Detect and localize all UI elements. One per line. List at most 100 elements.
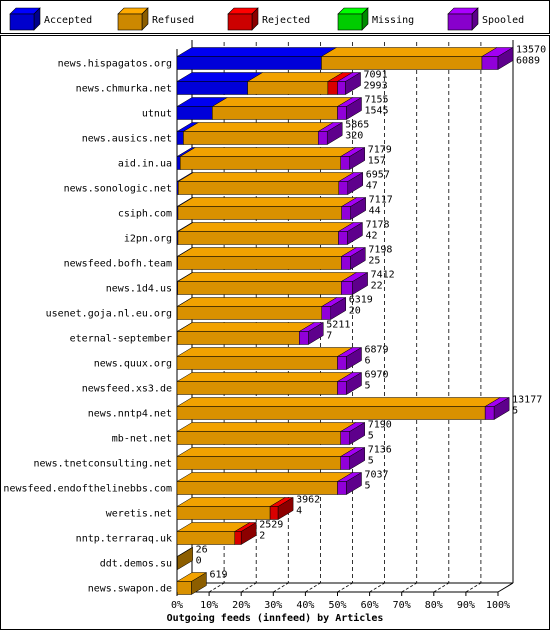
accepted-count: 6089	[516, 56, 540, 67]
legend-swatch-spooled	[447, 7, 479, 31]
offered-count: 619	[209, 570, 227, 581]
bar-segment-accepted	[176, 72, 264, 95]
x-tick-label: 40%	[296, 600, 314, 611]
accepted-count: 5	[364, 381, 370, 392]
x-tick-label: 80%	[425, 600, 443, 611]
x-tick-label: 10%	[200, 600, 218, 611]
accepted-count: 5	[368, 431, 374, 442]
offered-count: 7136	[368, 445, 392, 456]
bar-end-face	[493, 397, 510, 420]
bar-end-face	[346, 472, 362, 495]
offered-count: 3962	[296, 495, 320, 506]
legend-swatch-rejected	[227, 7, 259, 31]
category-labels: news.hispagatos.org news.chmurka.net utnut…	[3, 59, 172, 595]
bar-segment-refused	[176, 447, 357, 470]
accepted-count: 6	[364, 356, 370, 367]
accepted-count: 320	[345, 131, 363, 142]
offered-count: 6319	[349, 295, 373, 306]
offered-count: 2529	[259, 520, 283, 531]
bar-segment-spooled	[481, 47, 514, 70]
bar-segment-spooled	[336, 347, 363, 370]
bar-segment-refused	[176, 422, 357, 445]
bar-segment-accepted	[176, 97, 229, 120]
bar-news-quux-org	[176, 347, 363, 370]
offered-count: 6970	[364, 370, 388, 381]
bar-news-ausics-net	[176, 122, 344, 145]
bar-end-face	[350, 197, 366, 220]
x-tick-label: 70%	[393, 600, 411, 611]
offered-count: 7178	[365, 220, 389, 231]
bar-segment-refused	[176, 347, 354, 370]
category-label: news.tnetconsulting.net	[34, 459, 172, 470]
category-label: newsfeed.bofh.team	[64, 259, 172, 270]
bar-end-face	[349, 147, 365, 170]
bar-segment-refused	[176, 297, 338, 320]
offered-count: 13570	[516, 45, 546, 56]
bar-weretis-net	[176, 497, 295, 520]
category-label: weretis.net	[106, 509, 172, 520]
bar-newsfeed-xs3-de	[176, 372, 363, 395]
accepted-count: 22	[371, 281, 383, 292]
bar-segment-refused	[176, 472, 354, 495]
bar-segment-refused	[176, 372, 354, 395]
category-label: newsfeed.endofthelinebbs.com	[3, 484, 172, 495]
x-tick-label: 90%	[457, 600, 475, 611]
bar-segment-refused	[246, 72, 344, 95]
bar-aid-in-ua	[176, 147, 366, 170]
category-label: usenet.goja.nl.eu.org	[46, 309, 172, 320]
bar-csiph-com	[176, 197, 367, 220]
bar-newsfeed-endofthelinebbs-com	[176, 472, 363, 495]
bar-i2pn-org	[176, 222, 364, 245]
accepted-count: 20	[349, 306, 361, 317]
bar-segment-refused	[176, 522, 251, 545]
offered-count: 7412	[371, 270, 395, 281]
bar-news-hispagatos-org	[176, 47, 514, 70]
bar-end-face	[326, 122, 343, 145]
bar-segment-refused	[182, 122, 335, 145]
bar-news-tnetconsulting-net	[176, 447, 366, 470]
offered-count: 6957	[366, 170, 390, 181]
x-tick-label: 30%	[264, 600, 282, 611]
offered-count: 7198	[368, 245, 392, 256]
bar-end-face	[350, 247, 366, 270]
bar-segment-refused	[177, 222, 355, 245]
bar-segment-spooled	[320, 297, 347, 320]
legend-label-accepted: Accepted	[44, 15, 92, 26]
x-tick-label: 100%	[486, 600, 510, 611]
offered-count: 5865	[345, 120, 369, 131]
bar-news-1d4-us	[176, 272, 369, 295]
bar-segment-refused	[177, 172, 355, 195]
category-label: ddt.demos.su	[100, 559, 172, 570]
category-label: news.swapon.de	[88, 584, 172, 595]
offered-count: 7190	[368, 420, 392, 431]
bar-end-face	[177, 547, 193, 570]
x-axis-ticks: 0% 10% 20% 30% 40% 50% 60% 70% 80% 90% 100%	[171, 592, 510, 611]
bar-end-face	[345, 72, 361, 95]
category-label: news.nntp4.net	[88, 409, 172, 420]
offered-count: 6879	[364, 345, 388, 356]
bar-segment-refused	[179, 147, 357, 170]
bar-end-face	[330, 297, 347, 320]
category-label: news.1d4.us	[106, 284, 172, 295]
category-label: news.chmurka.net	[76, 84, 172, 95]
accepted-count: 5	[512, 406, 518, 417]
category-label: eternal-september	[70, 334, 172, 345]
legend-swatch-missing	[337, 7, 369, 31]
bar-end-face	[308, 322, 324, 345]
bar-segment-refused	[176, 572, 208, 595]
bar-segment-refused	[177, 197, 358, 220]
bar-segment-refused	[211, 97, 354, 120]
bar-segment-refused	[176, 397, 502, 420]
accepted-count: 44	[369, 206, 381, 217]
bar-segment-refused	[176, 497, 286, 520]
category-label: news.sonologic.net	[64, 184, 172, 195]
bar-news-swapon-de	[176, 572, 208, 595]
bar-segment-refused	[176, 272, 358, 295]
accepted-count: 5	[364, 481, 370, 492]
bar-end-face	[352, 272, 368, 295]
bar-end-face	[191, 572, 207, 595]
accepted-count: 0	[196, 556, 202, 567]
accepted-count: 1545	[364, 106, 388, 117]
bars	[176, 47, 514, 595]
